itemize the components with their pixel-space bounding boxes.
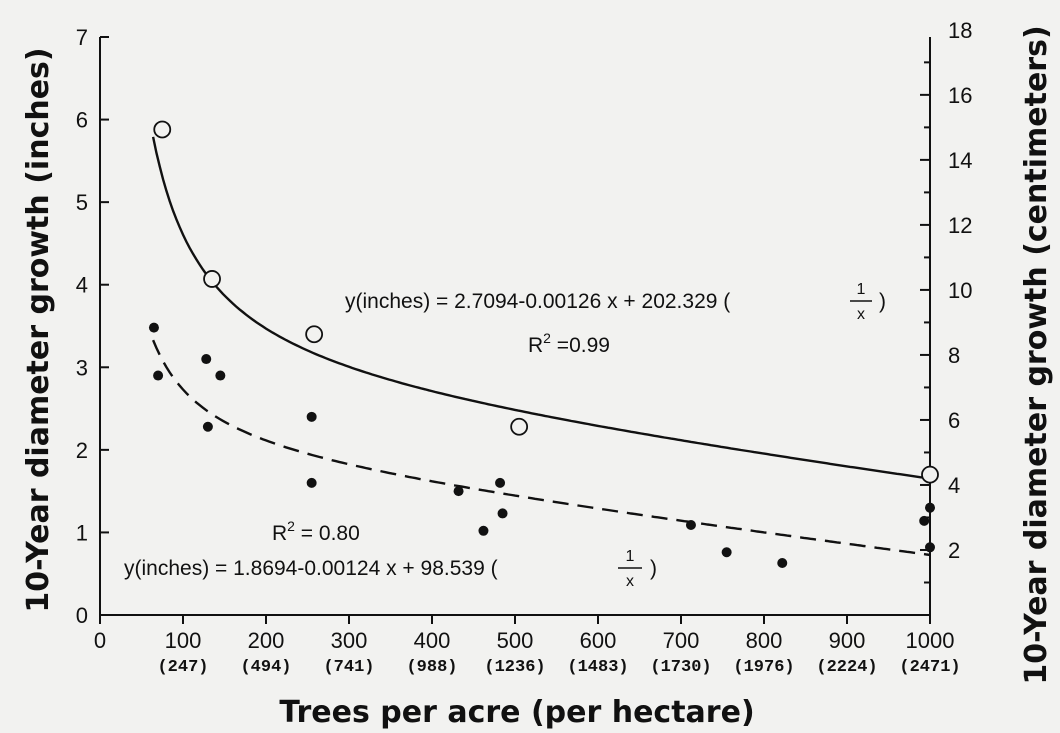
fit-lines: [151, 136, 931, 557]
open-circle-point: [203, 270, 221, 288]
r2-upper-sup: 2: [543, 330, 551, 346]
y-tick-label-left: 3: [76, 355, 88, 380]
r2-lower-label: R: [272, 522, 287, 545]
equation-lower-frac-num: 1: [626, 548, 635, 565]
r2-lower-value: = 0.80: [295, 522, 360, 545]
x-tick-label: 900: [829, 628, 866, 653]
equation-upper-frac-den: x: [857, 306, 865, 323]
y-tick-label-left: 1: [76, 520, 88, 545]
open-circle-point: [305, 325, 324, 344]
filled-dot-point: [721, 547, 732, 558]
filled-dot-point: [306, 477, 317, 488]
x-tick-label-secondary: (1236): [484, 658, 545, 677]
filled-dot-point: [919, 515, 930, 526]
y-tick-label-left: 0: [76, 603, 88, 628]
filled-dot-point: [495, 477, 506, 488]
y-tick-label-right: 2: [948, 538, 960, 563]
y-tick-label-right: 6: [948, 408, 960, 433]
y-tick-label-left: 5: [76, 190, 88, 215]
y-tick-label-left: 6: [76, 108, 88, 133]
equation-lower-text: y(inches) = 1.8694-0.00124 x + 98.539 (: [124, 557, 498, 580]
x-axis-title: Trees per acre (per hectare): [279, 695, 754, 730]
x-tick-label: 0: [94, 628, 106, 653]
x-tick-label-secondary: (988): [406, 658, 457, 677]
fit-curve-dashed: [151, 339, 931, 557]
fit-curve-solid: [151, 136, 931, 480]
filled-dot-point: [925, 502, 935, 513]
filled-dot-point: [925, 542, 935, 553]
equation-upper: y(inches) = 2.7094-0.00126 x + 202.329 (…: [345, 281, 886, 323]
equation-lower-close: ): [650, 557, 657, 580]
x-tick-label-secondary: (1730): [650, 658, 711, 677]
equation-lower-frac-den: x: [626, 573, 634, 590]
x-tick-label-secondary: (1483): [567, 658, 628, 677]
open-circle-point: [510, 417, 529, 436]
data-points: [148, 120, 939, 568]
y-tick-label-right: 14: [948, 148, 972, 173]
open-circle-point: [921, 465, 939, 484]
x-tick-label-secondary: (1976): [733, 658, 794, 677]
filled-dot-point: [202, 421, 213, 432]
equation-upper-close: ): [879, 290, 886, 313]
x-tick-label-secondary: (741): [323, 658, 374, 677]
x-ticks: 0 100 (247) 200 (494) 300 (741) 400 (988) 500 (123…: [94, 615, 961, 677]
x-tick-label: 100: [165, 628, 202, 653]
y-axis-title-right: 10-Year diameter growth (centimeters): [1019, 25, 1054, 684]
plot-frame: [99, 37, 931, 616]
x-tick-label: 200: [248, 628, 285, 653]
x-tick-label: 600: [580, 628, 617, 653]
y-tick-label-right: 16: [948, 83, 972, 108]
equation-lower: y(inches) = 1.8694-0.00124 x + 98.539 ( …: [124, 548, 657, 590]
x-tick-label: 800: [746, 628, 783, 653]
equation-upper-frac-num: 1: [857, 281, 866, 298]
filled-dot-point: [777, 557, 788, 568]
filled-dot-point: [478, 525, 489, 536]
y-tick-label-right: 8: [948, 343, 960, 368]
y-ticks-left: 0 1 2 3 4 5 6 7: [76, 25, 109, 628]
filled-dot-point: [453, 486, 464, 497]
x-tick-label-secondary: (2471): [899, 658, 960, 677]
filled-dot-point: [215, 370, 226, 381]
y-tick-label-left: 2: [76, 438, 88, 463]
filled-dot-point: [497, 508, 508, 519]
y-tick-label-right: 10: [948, 278, 972, 303]
open-circle-point: [153, 120, 172, 139]
y-tick-label-right: 12: [948, 213, 972, 238]
filled-dot-point: [153, 370, 164, 381]
x-tick-label: 400: [414, 628, 451, 653]
x-tick-label-secondary: (247): [157, 658, 208, 677]
y-tick-label-right: 4: [948, 473, 960, 498]
x-tick-label-secondary: (2224): [816, 658, 877, 677]
x-tick-label: 500: [497, 628, 534, 653]
filled-dot-point: [685, 519, 696, 530]
y-axis-title-left: 10-Year diameter growth (inches): [21, 47, 56, 612]
x-tick-label: 700: [663, 628, 700, 653]
filled-dot-point: [201, 354, 212, 365]
r2-upper-label: R: [528, 334, 543, 357]
y-tick-label-left: 4: [76, 273, 88, 298]
y-ticks-right: 2 4 6 8 10 12 14 16 18: [920, 18, 972, 584]
x-tick-label: 300: [331, 628, 368, 653]
r2-lower: R2 = 0.80: [272, 518, 360, 545]
y-tick-label-left: 7: [76, 25, 88, 50]
r2-lower-sup: 2: [287, 518, 295, 534]
x-tick-label-secondary: (494): [240, 658, 291, 677]
r2-upper: R2 =0.99: [528, 330, 610, 357]
equation-upper-text: y(inches) = 2.7094-0.00126 x + 202.329 (: [345, 290, 730, 313]
filled-dot-point: [306, 411, 317, 422]
y-tick-label-right: 18: [948, 18, 972, 43]
r2-upper-value: =0.99: [551, 334, 610, 357]
x-tick-label: 1000: [906, 628, 955, 653]
filled-dot-point: [148, 322, 159, 333]
